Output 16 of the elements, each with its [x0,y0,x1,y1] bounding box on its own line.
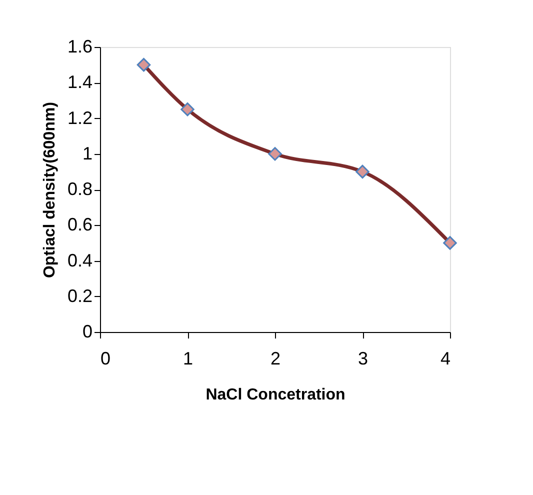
y-tick-label: 0.8 [67,179,92,199]
x-tick-label: 3 [358,348,368,368]
y-tick-label: 0.2 [67,286,92,306]
x-axis-title: NaCl Concetration [206,386,346,404]
y-tick-label: 1.4 [67,72,92,92]
y-tick-label: 1 [82,143,92,164]
y-tick-label: 1.2 [67,108,92,128]
y-tick-label: 0 [82,322,92,342]
y-tick-label: 0.6 [67,214,92,235]
x-tick-label: 0 [100,348,111,368]
x-tick-label: 2 [270,348,281,368]
x-tick-label: 1 [182,348,194,368]
x-tick-label: 4 [440,348,450,368]
y-tick-label: 1.6 [67,36,92,56]
y-axis-title: Optiacl density(600nm) [41,102,58,278]
y-tick-label: 0.4 [67,250,92,270]
